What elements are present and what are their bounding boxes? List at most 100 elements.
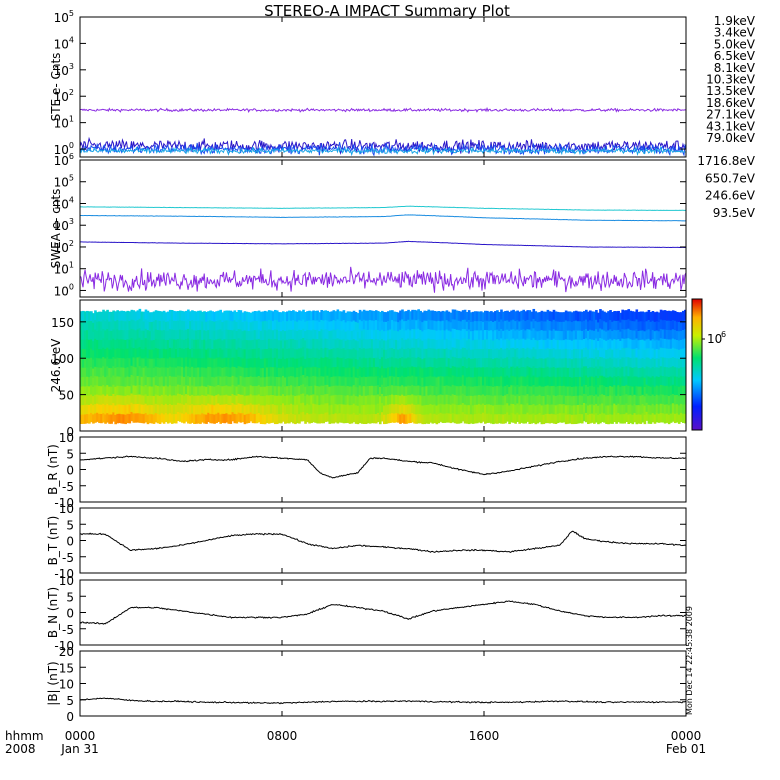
heatmap-cell bbox=[306, 329, 309, 340]
heatmap-cell bbox=[231, 375, 235, 385]
heatmap-cell bbox=[298, 347, 301, 358]
heatmap-cell bbox=[227, 385, 231, 396]
heatmap-cell bbox=[613, 347, 616, 358]
heatmap-cell bbox=[144, 347, 148, 357]
heatmap-cell bbox=[403, 330, 406, 340]
heatmap-cell bbox=[587, 358, 590, 369]
heatmap-cell bbox=[362, 357, 366, 368]
heatmap-cell bbox=[114, 330, 117, 340]
heatmap-cell bbox=[94, 384, 97, 395]
heatmap-cell bbox=[267, 319, 271, 330]
heatmap-cell bbox=[435, 358, 439, 369]
heatmap-cell bbox=[621, 309, 624, 320]
heatmap-cell bbox=[653, 414, 657, 424]
heatmap-cell bbox=[191, 413, 194, 423]
heatmap-cell bbox=[225, 329, 229, 339]
heatmap-cell bbox=[378, 330, 382, 341]
panel-6-data bbox=[80, 600, 686, 625]
heatmap-cell bbox=[582, 411, 586, 422]
heatmap-cell bbox=[271, 357, 275, 368]
heatmap-cell bbox=[362, 414, 366, 425]
heatmap-cell bbox=[166, 385, 170, 396]
heatmap-cell bbox=[160, 394, 164, 405]
heatmap-cell bbox=[205, 367, 208, 378]
heatmap-cell bbox=[546, 375, 550, 386]
heatmap-cell bbox=[587, 320, 590, 331]
heatmap-cell bbox=[599, 309, 602, 320]
heatmap-cell bbox=[122, 339, 126, 349]
heatmap-cell bbox=[284, 358, 287, 369]
heatmap-cell bbox=[560, 403, 564, 414]
heatmap-cell bbox=[641, 311, 645, 322]
heatmap-cell bbox=[399, 395, 402, 406]
heatmap-cell bbox=[597, 405, 600, 415]
heatmap-cell bbox=[227, 357, 231, 368]
heatmap-cell bbox=[106, 384, 109, 395]
heatmap-cell bbox=[599, 394, 602, 405]
heatmap-cell bbox=[401, 384, 404, 395]
heatmap-cell bbox=[681, 357, 685, 368]
heatmap-cell bbox=[366, 366, 370, 377]
heatmap-cell bbox=[82, 395, 85, 406]
heatmap-cell bbox=[469, 312, 473, 323]
heatmap-cell bbox=[536, 395, 540, 405]
heatmap-cell bbox=[645, 347, 649, 358]
heatmap-cell bbox=[566, 348, 570, 359]
heatmap-cell bbox=[92, 340, 95, 351]
heatmap-cell bbox=[82, 367, 85, 378]
heatmap-cell bbox=[635, 376, 639, 387]
heatmap-cell bbox=[429, 329, 433, 339]
heatmap-cell bbox=[296, 376, 299, 387]
heatmap-cell bbox=[631, 358, 635, 368]
heatmap-cell bbox=[304, 404, 307, 415]
heatmap-cell bbox=[609, 394, 612, 405]
time-tick-date: Jan 31 bbox=[60, 742, 99, 756]
heatmap-cell bbox=[187, 404, 190, 415]
heatmap-cell bbox=[463, 356, 467, 367]
heatmap-cell bbox=[447, 320, 451, 331]
heatmap-cell bbox=[318, 339, 321, 350]
heatmap-cell bbox=[148, 367, 152, 378]
legend-ste-item: 5.0keV bbox=[714, 37, 756, 51]
heatmap-cell bbox=[205, 311, 208, 322]
heatmap-cell bbox=[391, 375, 394, 386]
heatmap-cell bbox=[542, 376, 546, 387]
heatmap-cell bbox=[399, 376, 402, 387]
heatmap-cell bbox=[166, 348, 170, 359]
heatmap-cell bbox=[568, 385, 572, 396]
heatmap-cell bbox=[360, 385, 364, 396]
heatmap-cell bbox=[152, 339, 156, 350]
heatmap-cell bbox=[399, 348, 402, 359]
heatmap-cell bbox=[443, 311, 447, 322]
heatmap-cell bbox=[457, 348, 461, 359]
heatmap-cell bbox=[193, 386, 196, 396]
heatmap-cell bbox=[550, 385, 554, 396]
heatmap-cell bbox=[237, 412, 241, 422]
heatmap-cell bbox=[441, 413, 445, 423]
heatmap-cell bbox=[178, 393, 182, 404]
heatmap-cell bbox=[102, 337, 105, 348]
heatmap-cell bbox=[486, 338, 489, 349]
heatmap-cell bbox=[665, 413, 669, 423]
heatmap-cell bbox=[362, 338, 366, 349]
heatmap-cell bbox=[288, 357, 291, 368]
heatmap-cell bbox=[520, 375, 523, 386]
heatmap-cell bbox=[294, 404, 297, 415]
heatmap-cell bbox=[318, 312, 321, 322]
heatmap-cell bbox=[80, 376, 83, 387]
heatmap-cell bbox=[536, 404, 540, 415]
heatmap-cell bbox=[296, 385, 299, 396]
heatmap-cell bbox=[681, 375, 685, 386]
heatmap-cell bbox=[82, 357, 85, 368]
heatmap-cell bbox=[86, 366, 89, 377]
heatmap-cell bbox=[114, 320, 117, 331]
heatmap-cell bbox=[116, 347, 119, 358]
heatmap-cell bbox=[306, 311, 309, 321]
heatmap-cell bbox=[195, 358, 198, 368]
heatmap-cell bbox=[257, 310, 261, 321]
heatmap-cell bbox=[681, 320, 685, 330]
heatmap-cell bbox=[613, 320, 616, 330]
heatmap-cell bbox=[673, 413, 677, 424]
heatmap-cell bbox=[383, 386, 386, 397]
heatmap-cell bbox=[544, 394, 548, 405]
